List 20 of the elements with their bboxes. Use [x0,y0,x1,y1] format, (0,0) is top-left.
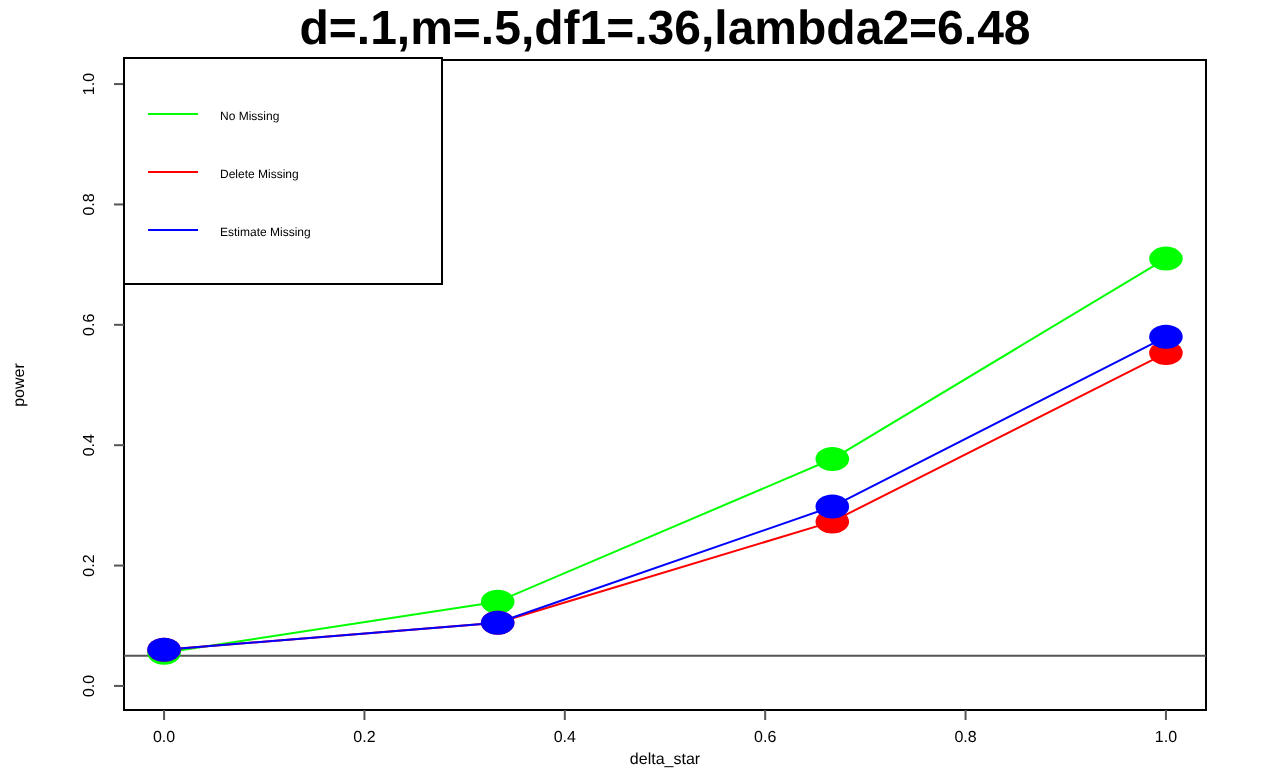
y-tick-label: 0.4 [80,432,98,457]
point [815,447,850,472]
x-tick-label: 0.2 [353,728,377,746]
x-tick-label: 0.6 [754,728,778,746]
x-tick-label: 0.8 [954,728,978,746]
x-tick-label: 0.0 [152,728,177,746]
x-axis-title: delta_star [629,750,701,768]
chart-title: d=.1,m=.5,df1=.36,lambda2=6.48 [299,2,1031,56]
y-tick-label: 0.0 [80,673,98,698]
x-tick-label: 0.4 [553,728,578,746]
point [815,494,850,519]
y-tick-label: 0.8 [80,192,98,216]
point [480,589,515,614]
y-axis-title: power [10,362,28,407]
y-tick-label: 0.6 [80,312,98,336]
point [1149,324,1183,349]
y-tick-label: 0.2 [80,553,98,577]
x-tick-label: 1.0 [1154,728,1179,746]
y-tick-label: 1.0 [80,71,98,96]
point [1149,246,1183,271]
